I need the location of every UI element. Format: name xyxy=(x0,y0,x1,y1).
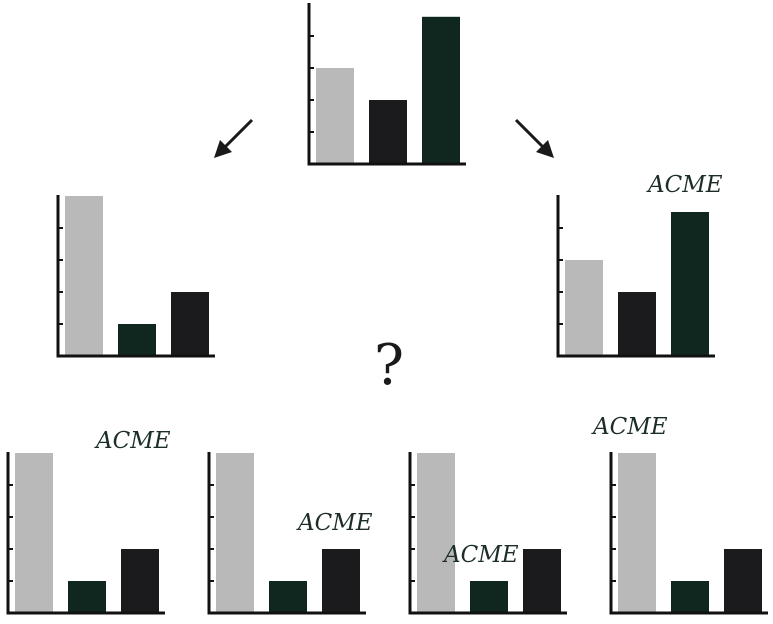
option-chart-2[interactable] xyxy=(206,452,376,622)
bar-chart-svg xyxy=(207,452,366,615)
acme-label-option-3: ACME xyxy=(444,542,519,568)
bar-3 xyxy=(171,292,209,356)
bar-chart-svg xyxy=(307,3,466,166)
bar-3 xyxy=(671,212,709,356)
bar-2 xyxy=(269,581,307,613)
bar-chart-svg xyxy=(56,195,215,358)
example-chart-top xyxy=(306,3,476,173)
bar-2 xyxy=(68,581,106,613)
bar-1 xyxy=(216,453,254,613)
bar-2 xyxy=(671,581,709,613)
acme-label-option-2: ACME xyxy=(298,510,373,536)
option-chart-3[interactable] xyxy=(407,452,577,622)
bar-3 xyxy=(422,16,460,164)
bar-chart-svg xyxy=(609,452,768,615)
arrow-down-left-icon xyxy=(214,118,254,158)
acme-label-option-4: ACME xyxy=(593,414,668,440)
bar-3 xyxy=(523,549,561,613)
bar-2 xyxy=(369,100,407,164)
bar-chart-svg xyxy=(408,452,567,615)
bar-2 xyxy=(618,292,656,356)
option-chart-4[interactable] xyxy=(608,452,773,622)
bar-3 xyxy=(322,549,360,613)
arrow-down-right-icon xyxy=(514,118,554,158)
bar-1 xyxy=(417,453,455,613)
example-chart-left xyxy=(55,195,225,365)
option-chart-1[interactable] xyxy=(5,452,175,622)
bar-1 xyxy=(316,68,354,164)
bar-chart-svg xyxy=(556,195,715,358)
bar-2 xyxy=(118,324,156,356)
question-mark: ? xyxy=(374,333,405,398)
bar-2 xyxy=(470,581,508,613)
example-chart-right xyxy=(555,195,725,365)
bar-1 xyxy=(65,196,103,356)
bar-3 xyxy=(724,549,762,613)
acme-label-right: ACME xyxy=(648,172,723,198)
bar-1 xyxy=(15,453,53,613)
bar-3 xyxy=(121,549,159,613)
bar-1 xyxy=(565,260,603,356)
acme-label-option-1: ACME xyxy=(96,428,171,454)
bar-1 xyxy=(618,453,656,613)
bar-chart-svg xyxy=(6,452,165,615)
